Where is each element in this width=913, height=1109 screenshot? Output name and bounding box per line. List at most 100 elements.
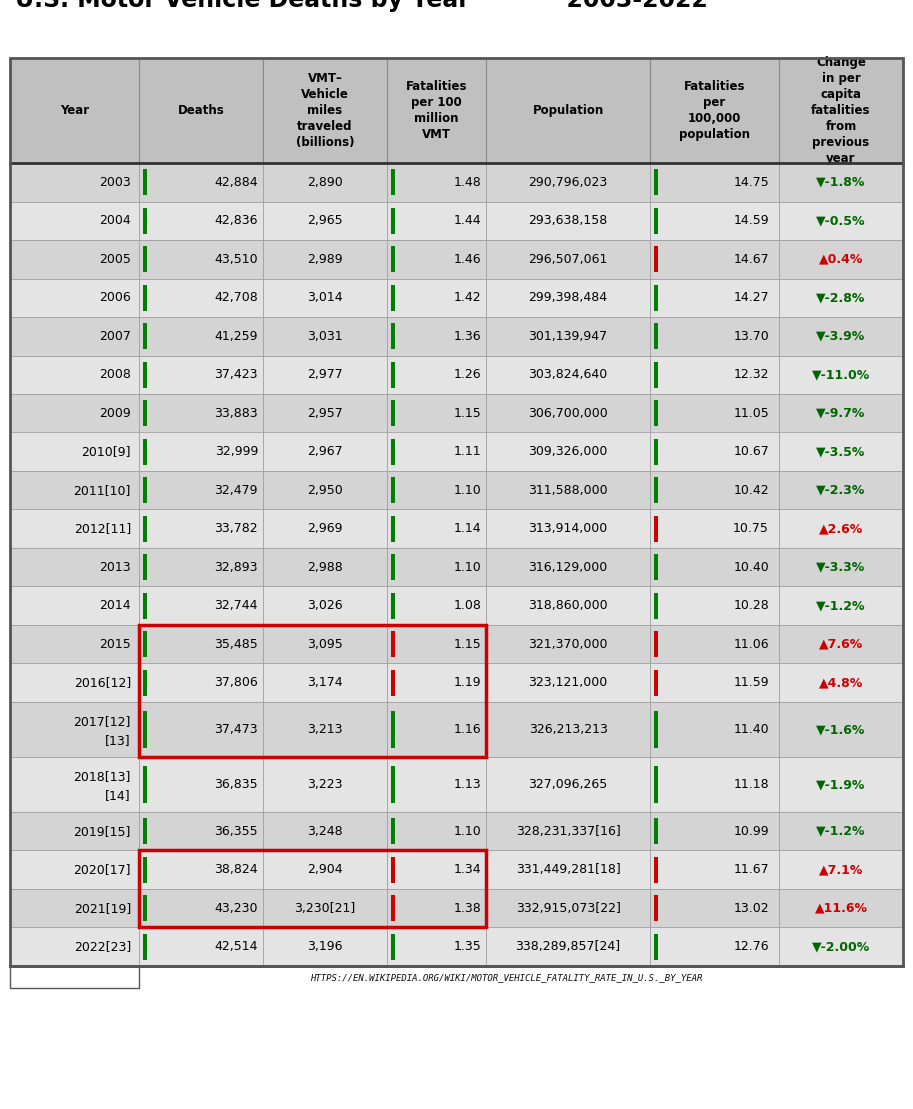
Text: 2020[17]: 2020[17] [73, 863, 131, 876]
Text: 313,914,000: 313,914,000 [529, 522, 608, 536]
Text: 321,370,000: 321,370,000 [529, 638, 608, 651]
Text: 11.67: 11.67 [733, 863, 769, 876]
Text: 301,139,947: 301,139,947 [529, 329, 608, 343]
Bar [487, 240, 650, 278]
Text: 1.11: 1.11 [454, 445, 481, 458]
Text: 33,782: 33,782 [215, 522, 258, 536]
Bar [650, 240, 779, 278]
Bar [139, 278, 263, 317]
Text: 2014: 2014 [100, 599, 131, 612]
Text: 36,835: 36,835 [215, 779, 258, 791]
Text: 14.59: 14.59 [733, 214, 769, 227]
Bar [391, 439, 395, 465]
Bar [10, 471, 139, 509]
Text: 2010[9]: 2010[9] [81, 445, 131, 458]
Text: VMT–
Vehicle
miles
traveled
(billions): VMT– Vehicle miles traveled (billions) [296, 72, 354, 149]
Bar [387, 202, 487, 240]
Bar [650, 394, 779, 433]
Bar [391, 477, 395, 503]
Bar [387, 927, 487, 966]
Bar [139, 889, 263, 927]
Bar [143, 400, 147, 426]
Text: 309,326,000: 309,326,000 [529, 445, 608, 458]
Bar [263, 433, 387, 471]
Bar [139, 927, 263, 966]
Bar [143, 818, 147, 844]
Bar [10, 163, 139, 202]
Text: ▲11.6%: ▲11.6% [814, 902, 867, 915]
Bar [263, 757, 387, 812]
Bar [143, 516, 147, 542]
Bar [387, 356, 487, 394]
Bar [263, 548, 387, 587]
Bar [391, 895, 395, 922]
Text: 2,967: 2,967 [307, 445, 343, 458]
Text: ▲0.4%: ▲0.4% [819, 253, 863, 266]
Bar [391, 400, 395, 426]
Text: 2016[12]: 2016[12] [74, 676, 131, 690]
Text: 2019[15]: 2019[15] [74, 825, 131, 837]
Text: 14.27: 14.27 [733, 292, 769, 304]
Text: 37,806: 37,806 [215, 676, 258, 690]
Bar [263, 240, 387, 278]
Bar [10, 202, 139, 240]
Text: 2,977: 2,977 [307, 368, 343, 381]
Text: 2005: 2005 [100, 253, 131, 266]
Text: 2003-2022: 2003-2022 [550, 0, 708, 12]
Bar [10, 394, 139, 433]
Bar [139, 851, 487, 927]
Text: 3,230[21]: 3,230[21] [294, 902, 356, 915]
Text: 13.02: 13.02 [733, 902, 769, 915]
Bar [391, 766, 395, 803]
Bar [263, 202, 387, 240]
Bar [10, 58, 139, 163]
Text: 1.10: 1.10 [454, 825, 481, 837]
Bar [391, 592, 395, 619]
Bar [139, 58, 263, 163]
Bar [391, 856, 395, 883]
Bar [650, 278, 779, 317]
Bar [263, 625, 387, 663]
Text: 2007: 2007 [100, 329, 131, 343]
Text: ▼-11.0%: ▼-11.0% [812, 368, 870, 381]
Text: 311,588,000: 311,588,000 [529, 484, 608, 497]
Text: 12.32: 12.32 [733, 368, 769, 381]
Text: 1.10: 1.10 [454, 484, 481, 497]
Bar [391, 207, 395, 234]
Text: 2013: 2013 [100, 561, 131, 573]
Bar [654, 592, 658, 619]
Bar [143, 670, 147, 695]
Bar [387, 433, 487, 471]
Bar [139, 663, 263, 702]
Text: 1.46: 1.46 [454, 253, 481, 266]
Text: 2012[11]: 2012[11] [74, 522, 131, 536]
Bar [391, 934, 395, 960]
Bar [487, 202, 650, 240]
Bar [654, 856, 658, 883]
Bar [10, 625, 139, 663]
Bar [263, 702, 387, 757]
Text: ▼-1.6%: ▼-1.6% [816, 723, 866, 736]
Bar [654, 516, 658, 542]
Text: 3,031: 3,031 [307, 329, 343, 343]
Bar [387, 548, 487, 587]
Bar [487, 433, 650, 471]
Bar [650, 927, 779, 966]
Text: 2,950: 2,950 [307, 484, 343, 497]
Text: U.S. Motor Vehicle Deaths by Year: U.S. Motor Vehicle Deaths by Year [15, 0, 470, 12]
Text: 338,289,857[24]: 338,289,857[24] [516, 940, 621, 954]
Bar [487, 317, 650, 356]
Bar [779, 757, 903, 812]
Bar [387, 278, 487, 317]
Bar [487, 625, 650, 663]
Text: 2009: 2009 [100, 407, 131, 419]
Bar [139, 757, 263, 812]
Bar [143, 766, 147, 803]
Text: 42,884: 42,884 [215, 175, 258, 189]
Bar [263, 509, 387, 548]
Bar [654, 934, 658, 960]
Bar [654, 246, 658, 273]
Bar [391, 818, 395, 844]
Text: 293,638,158: 293,638,158 [529, 214, 608, 227]
Bar [650, 317, 779, 356]
